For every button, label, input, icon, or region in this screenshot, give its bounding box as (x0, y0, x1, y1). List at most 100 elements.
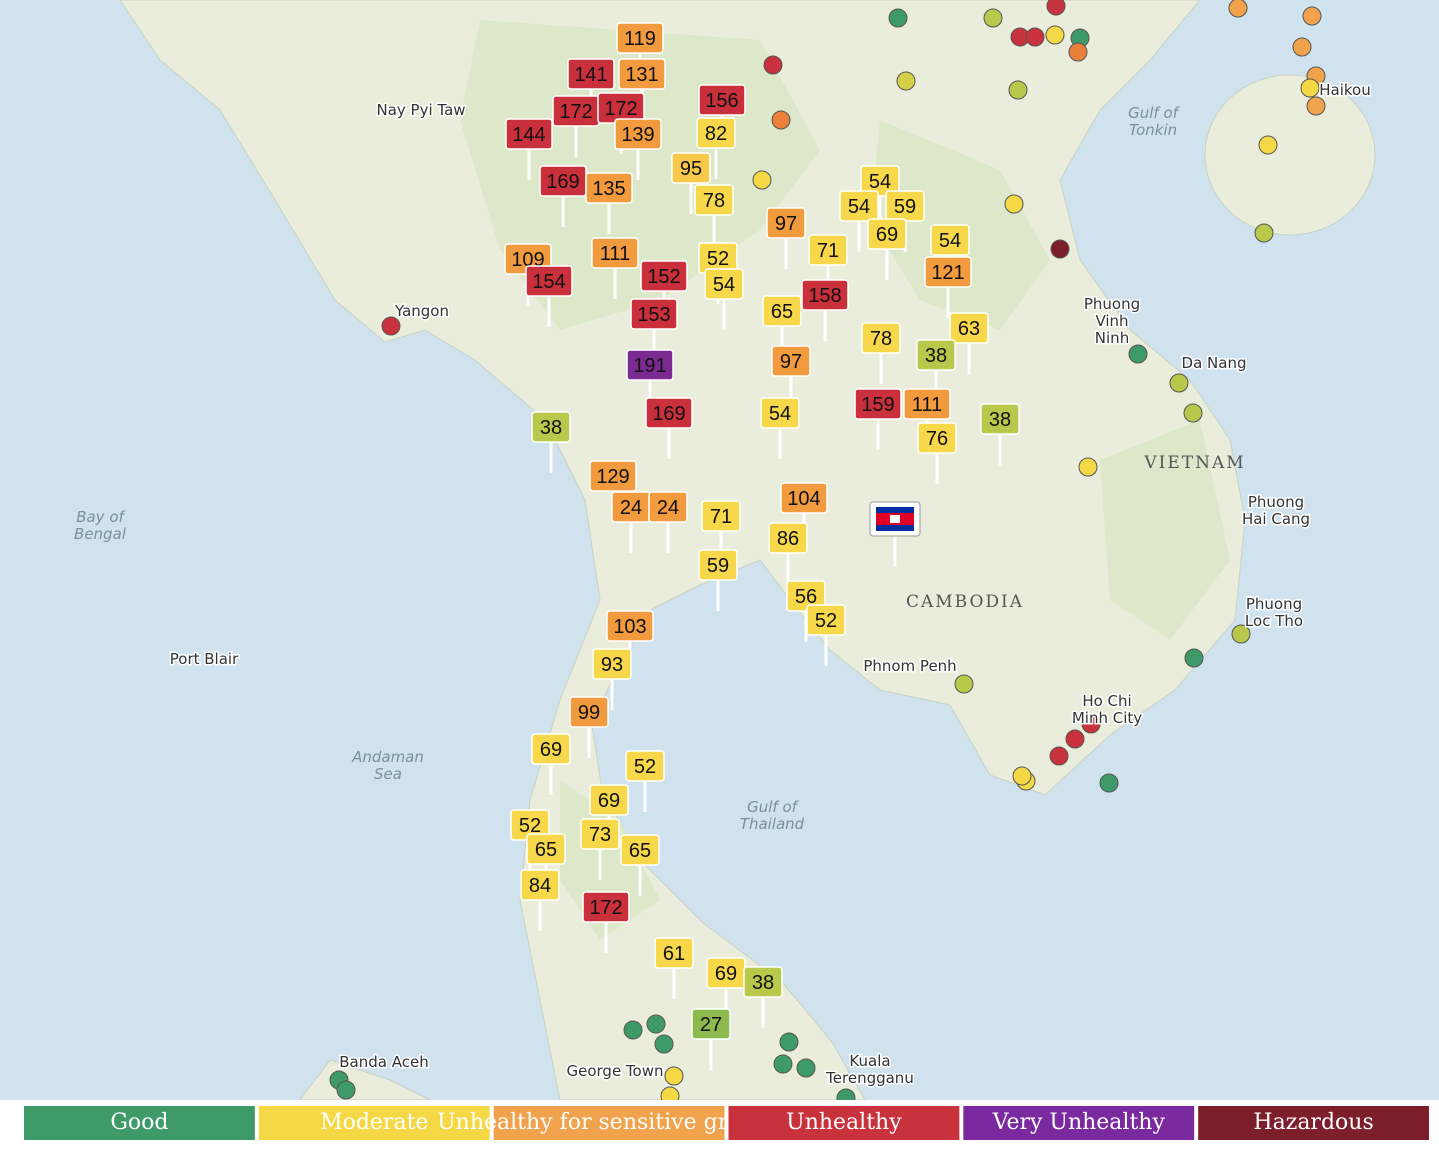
place-line: Port Blair (170, 650, 239, 668)
station-value: 63 (958, 318, 980, 340)
station-value: 59 (707, 555, 729, 577)
station-badge (980, 403, 1020, 435)
station: 61 (654, 937, 694, 999)
station-dot (796, 1058, 816, 1078)
place-label: Phuong Loc Tho (1245, 595, 1303, 630)
station-dot (1099, 773, 1119, 793)
station-badge (704, 268, 744, 300)
station-badge (520, 869, 560, 901)
place-line: Phuong (1248, 493, 1304, 511)
station: 191 (626, 349, 674, 411)
station-value: 95 (680, 158, 702, 180)
station-badge (786, 580, 826, 612)
station-dot (336, 1080, 356, 1100)
station-value: 191 (633, 355, 666, 377)
station-value: 103 (613, 616, 646, 638)
station-value: 38 (540, 417, 562, 439)
station-value: 99 (578, 702, 600, 724)
station: 99 (569, 696, 609, 758)
station: 24 (611, 491, 651, 553)
station-value: 54 (869, 171, 891, 193)
station-dot (1004, 194, 1024, 214)
station-value: 78 (703, 190, 725, 212)
station-badge (654, 937, 694, 969)
station: 169 (645, 397, 693, 459)
station-dot (954, 674, 974, 694)
station: 172 (552, 95, 600, 157)
station: 153 (630, 298, 678, 360)
place-line: Terengganu (825, 1069, 914, 1087)
station: 78 (694, 184, 734, 246)
station-badge (525, 265, 573, 297)
station-value: 38 (925, 345, 947, 367)
legend-swatch (1198, 1106, 1429, 1140)
station-value: 172 (604, 98, 637, 120)
place-label: CAMBODIA (906, 592, 1024, 612)
station-badge (917, 422, 957, 454)
station: 69 (706, 957, 746, 1019)
station-value: 27 (700, 1014, 722, 1036)
station-badge (531, 733, 571, 765)
station-value: 54 (939, 230, 961, 252)
station-badge (640, 260, 688, 292)
station-dot (654, 1034, 674, 1054)
station-badge (930, 224, 970, 256)
station-badge (854, 388, 902, 420)
station-dot (1306, 96, 1326, 116)
station: 95 (671, 152, 711, 214)
station: 38 (531, 411, 571, 473)
legend-swatch (963, 1106, 1195, 1140)
station-value: 54 (848, 196, 870, 218)
station-badge (698, 549, 738, 581)
place-label: Nay Pyi Taw (376, 101, 465, 119)
station-value: 82 (705, 123, 727, 145)
station-value: 65 (629, 840, 651, 862)
station-badge (531, 411, 571, 443)
place-line: Nay Pyi Taw (376, 101, 465, 119)
place-label: George Town (566, 1062, 663, 1080)
station-badge (780, 482, 828, 514)
place-label: Andaman Sea (351, 748, 424, 783)
station-value: 52 (815, 610, 837, 632)
place-label: Gulf of Tonkin (1128, 104, 1181, 139)
places: Nay Pyi Taw Yangon Bay of Bengal Andaman Sea P… (74, 80, 1372, 1089)
station-badge (618, 58, 666, 90)
station-value: 111 (912, 394, 942, 416)
station-dot (623, 1020, 643, 1040)
legend-label: Moderate (320, 1110, 428, 1135)
upland-green (460, 20, 1230, 940)
station-value: 69 (715, 963, 737, 985)
station: 54 (860, 165, 900, 227)
place-line: Phuong (1246, 595, 1302, 613)
station: 38 (743, 966, 783, 1028)
station-value: 93 (601, 654, 623, 676)
station: 129 (589, 460, 637, 522)
station-dot (779, 1032, 799, 1052)
station-badge (671, 152, 711, 184)
station: 93 (592, 648, 632, 710)
station-badge (949, 312, 989, 344)
station-badge (806, 604, 846, 636)
station: 111 (591, 237, 639, 299)
place-line: Da Nang (1182, 354, 1247, 372)
station-badge (591, 237, 639, 269)
station-badge (701, 500, 741, 532)
station-badge (614, 118, 662, 150)
station-badge (867, 218, 907, 250)
station: 27 (691, 1008, 731, 1070)
station-dot (1025, 27, 1045, 47)
place-line: Ho Chi (1082, 692, 1131, 710)
station-dot (1183, 403, 1203, 423)
station-value: 71 (710, 506, 732, 528)
station-dot (1128, 344, 1148, 364)
station-badge (696, 117, 736, 149)
station-value: 56 (795, 586, 817, 608)
station-value: 111 (600, 243, 630, 265)
station-value: 139 (621, 124, 654, 146)
station: 156 (698, 84, 746, 146)
station-dot (1065, 729, 1085, 749)
station-value: 104 (787, 488, 820, 510)
station-value: 69 (598, 790, 620, 812)
station: 172 (582, 891, 630, 953)
